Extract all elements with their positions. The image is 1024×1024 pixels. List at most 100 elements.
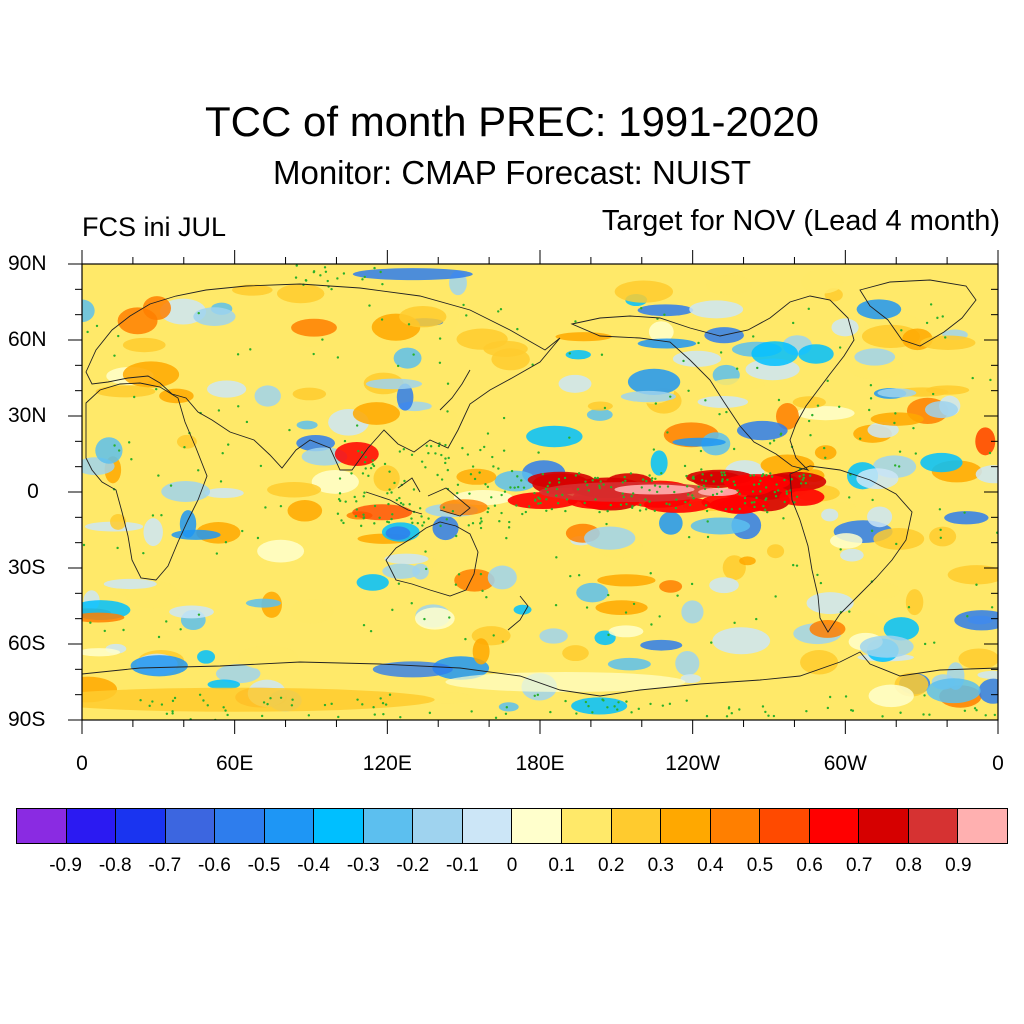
field-blob bbox=[130, 655, 188, 677]
stipple-dot bbox=[165, 712, 169, 716]
field-blob bbox=[843, 611, 883, 640]
field-blob bbox=[595, 600, 648, 616]
stipple-dot bbox=[197, 613, 201, 616]
init-label: FCS ini JUL bbox=[82, 212, 227, 242]
lat-label: 30S bbox=[8, 556, 46, 579]
field-blob bbox=[648, 321, 674, 343]
stipple-dot bbox=[774, 595, 777, 598]
stipple-dot bbox=[544, 487, 548, 491]
stipple-dot bbox=[513, 486, 516, 489]
stipple-dot bbox=[505, 536, 508, 540]
stipple-dot bbox=[499, 308, 503, 311]
stipple-dot bbox=[669, 395, 672, 398]
field-blob bbox=[238, 645, 298, 670]
stipple-dot bbox=[790, 478, 793, 481]
stipple-dot bbox=[732, 480, 736, 483]
field-blob bbox=[883, 617, 920, 641]
stipple-dot bbox=[269, 696, 272, 700]
stipple-dot bbox=[648, 500, 651, 503]
field-blob bbox=[947, 565, 998, 585]
stipple-dot bbox=[497, 467, 500, 470]
stipple-dot bbox=[139, 698, 142, 702]
stipple-dot bbox=[725, 410, 728, 414]
colorbar-box bbox=[462, 809, 513, 843]
stipple-dot bbox=[653, 484, 657, 487]
stipple-dot bbox=[307, 714, 311, 717]
stipple-dot bbox=[338, 499, 342, 503]
stipple-dot bbox=[355, 500, 358, 503]
field-blob bbox=[867, 421, 899, 438]
stipple-dot bbox=[704, 399, 707, 402]
field-blob bbox=[565, 350, 591, 360]
stipple-dot bbox=[353, 495, 356, 499]
field-blob bbox=[977, 670, 998, 679]
stipple-dot bbox=[690, 582, 694, 586]
field-blob bbox=[356, 574, 389, 591]
stipple-dot bbox=[777, 398, 781, 402]
stipple-dot bbox=[198, 693, 202, 696]
stipple-dot bbox=[371, 459, 374, 462]
stipple-dot bbox=[804, 481, 808, 485]
colorbar-label: 0.4 bbox=[697, 855, 724, 876]
field-blob bbox=[775, 402, 799, 430]
stipple-dot bbox=[723, 471, 726, 474]
stipple-dot bbox=[502, 449, 506, 452]
stipple-dot bbox=[613, 705, 616, 708]
field-blob bbox=[760, 454, 815, 476]
stipple-dot bbox=[336, 277, 339, 280]
stipple-dot bbox=[127, 441, 131, 444]
stipple-dot bbox=[533, 491, 536, 495]
colorbar-box bbox=[611, 809, 662, 843]
stipple-dot bbox=[533, 499, 537, 502]
stipple-dot bbox=[486, 485, 490, 489]
field-blob bbox=[830, 533, 863, 549]
field-blob bbox=[690, 517, 751, 535]
colorbar-label: 0.7 bbox=[845, 855, 873, 876]
field-blob bbox=[672, 350, 722, 367]
stipple-dot bbox=[356, 698, 359, 701]
stipple-dot bbox=[387, 502, 390, 506]
stipple-dot bbox=[173, 696, 177, 700]
stipple-dot bbox=[652, 448, 656, 451]
stipple-dot bbox=[266, 702, 269, 706]
stipple-dot bbox=[160, 703, 164, 706]
stipple-dot bbox=[752, 483, 756, 486]
stipple-dot bbox=[515, 504, 518, 507]
stipple-dot bbox=[165, 620, 168, 623]
stipple-dot bbox=[554, 603, 558, 607]
colorbar-box bbox=[264, 809, 315, 843]
stipple-dot bbox=[312, 352, 315, 356]
stipple-dot bbox=[975, 583, 978, 586]
field-blob bbox=[864, 582, 900, 599]
stipple-dot bbox=[598, 510, 601, 514]
map-subtitle: Monitor: CMAP Forecast: NUIST bbox=[272, 154, 751, 191]
stipple-dot bbox=[371, 463, 374, 466]
stipple-dot bbox=[644, 508, 648, 511]
stipple-dot bbox=[631, 505, 634, 508]
stipple-dot bbox=[561, 493, 564, 497]
stipple-dot bbox=[425, 444, 428, 447]
field-blob bbox=[840, 548, 864, 562]
colorbar-box bbox=[760, 809, 810, 843]
field-blob bbox=[867, 506, 893, 528]
field-blob bbox=[562, 645, 589, 662]
stipple-dot bbox=[383, 462, 387, 466]
stipple-dot bbox=[171, 710, 174, 713]
stipple-dot bbox=[148, 704, 151, 708]
lon-label: 60W bbox=[823, 752, 867, 775]
stipple-dot bbox=[630, 711, 633, 714]
stipple-dot bbox=[95, 324, 99, 328]
stipple-dot bbox=[848, 610, 851, 613]
stipple-dot bbox=[607, 593, 610, 597]
stipple-dot bbox=[485, 595, 488, 599]
field-blob bbox=[798, 344, 834, 364]
field-blob bbox=[751, 341, 799, 367]
stipple-dot bbox=[733, 621, 736, 625]
stipple-dot bbox=[569, 574, 572, 578]
stipple-dot bbox=[402, 448, 406, 451]
field-blob bbox=[672, 437, 726, 447]
stipple-dot bbox=[480, 520, 483, 523]
field-blob bbox=[439, 499, 488, 516]
stipple-dot bbox=[584, 700, 588, 704]
